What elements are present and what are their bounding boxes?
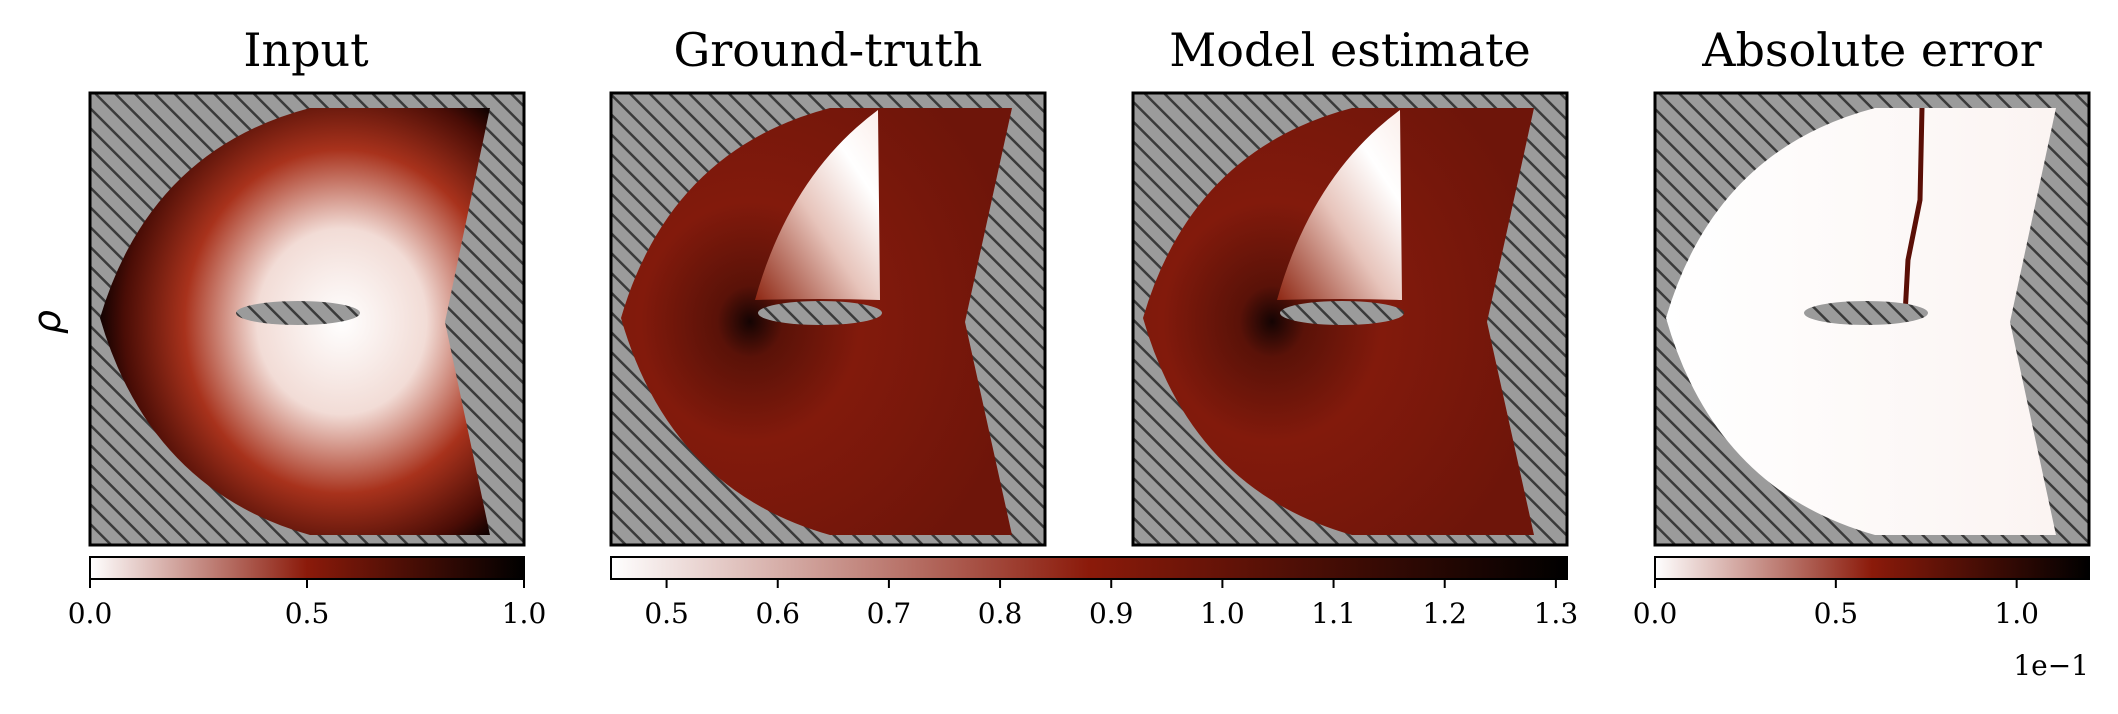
- shock-bubble: [755, 110, 880, 300]
- airfoil: [236, 301, 360, 325]
- panel-frame: [1653, 91, 2091, 547]
- shock-error-line: [1902, 107, 1925, 316]
- colorbar-tick-label: 0.9: [1089, 597, 1134, 630]
- colorbar-3: [1654, 556, 2090, 580]
- colorbar-tick-label: 0.0: [1633, 597, 1678, 630]
- panel-title-absolute-error: Absolute error: [1701, 23, 2042, 77]
- colorbar-tick-label: 1.0: [502, 597, 547, 630]
- colorbar-tick-label: 0.5: [644, 597, 689, 630]
- airfoil: [1280, 301, 1404, 325]
- colorbar-tick-label: 1.3: [1534, 597, 1579, 630]
- colorbar-offset-label: 1e−1: [2013, 649, 2089, 682]
- colorbar-tick-label: 0.0: [68, 597, 113, 630]
- panel-title-input: Input: [243, 23, 369, 77]
- colorbar-1: [89, 556, 525, 580]
- colorbar-tick-label: 1.0: [1994, 597, 2039, 630]
- colorbars: 0.0 0.5 1.0 0.5 0.6 0.7 0.8 0.9 1.0 1.1 1.2 1.3 0.0 0…: [68, 556, 2090, 682]
- panel-model-estimate: Model estimate: [1131, 23, 1569, 547]
- airfoil: [1804, 301, 1928, 325]
- panel-title-ground-truth: Ground-truth: [674, 23, 983, 77]
- panel-input: Input: [88, 23, 526, 547]
- panel-absolute-error: Absolute error: [1653, 23, 2091, 547]
- colorbar-tick-label: 0.7: [867, 597, 912, 630]
- airfoil: [758, 301, 882, 325]
- panel-frame: [609, 91, 1047, 547]
- colorbar-tick-label: 0.6: [755, 597, 800, 630]
- colorbar-tick-label: 0.8: [978, 597, 1023, 630]
- panel-ground-truth: Ground-truth: [609, 23, 1047, 547]
- panel-title-model-estimate: Model estimate: [1169, 23, 1531, 77]
- panel-frame: [88, 91, 526, 547]
- colorbar-tick-label: 0.5: [285, 597, 330, 630]
- colorbar-tick-label: 1.1: [1311, 597, 1356, 630]
- colorbar-tick-label: 1.2: [1422, 597, 1467, 630]
- colorbar-tick-label: 1.0: [1200, 597, 1245, 630]
- colorbar-tick-label: 0.5: [1814, 597, 1859, 630]
- shock-bubble: [1277, 110, 1402, 300]
- row-label: ρ: [25, 310, 69, 334]
- colorbar-2: [610, 556, 1568, 580]
- panel-frame: [1131, 91, 1569, 547]
